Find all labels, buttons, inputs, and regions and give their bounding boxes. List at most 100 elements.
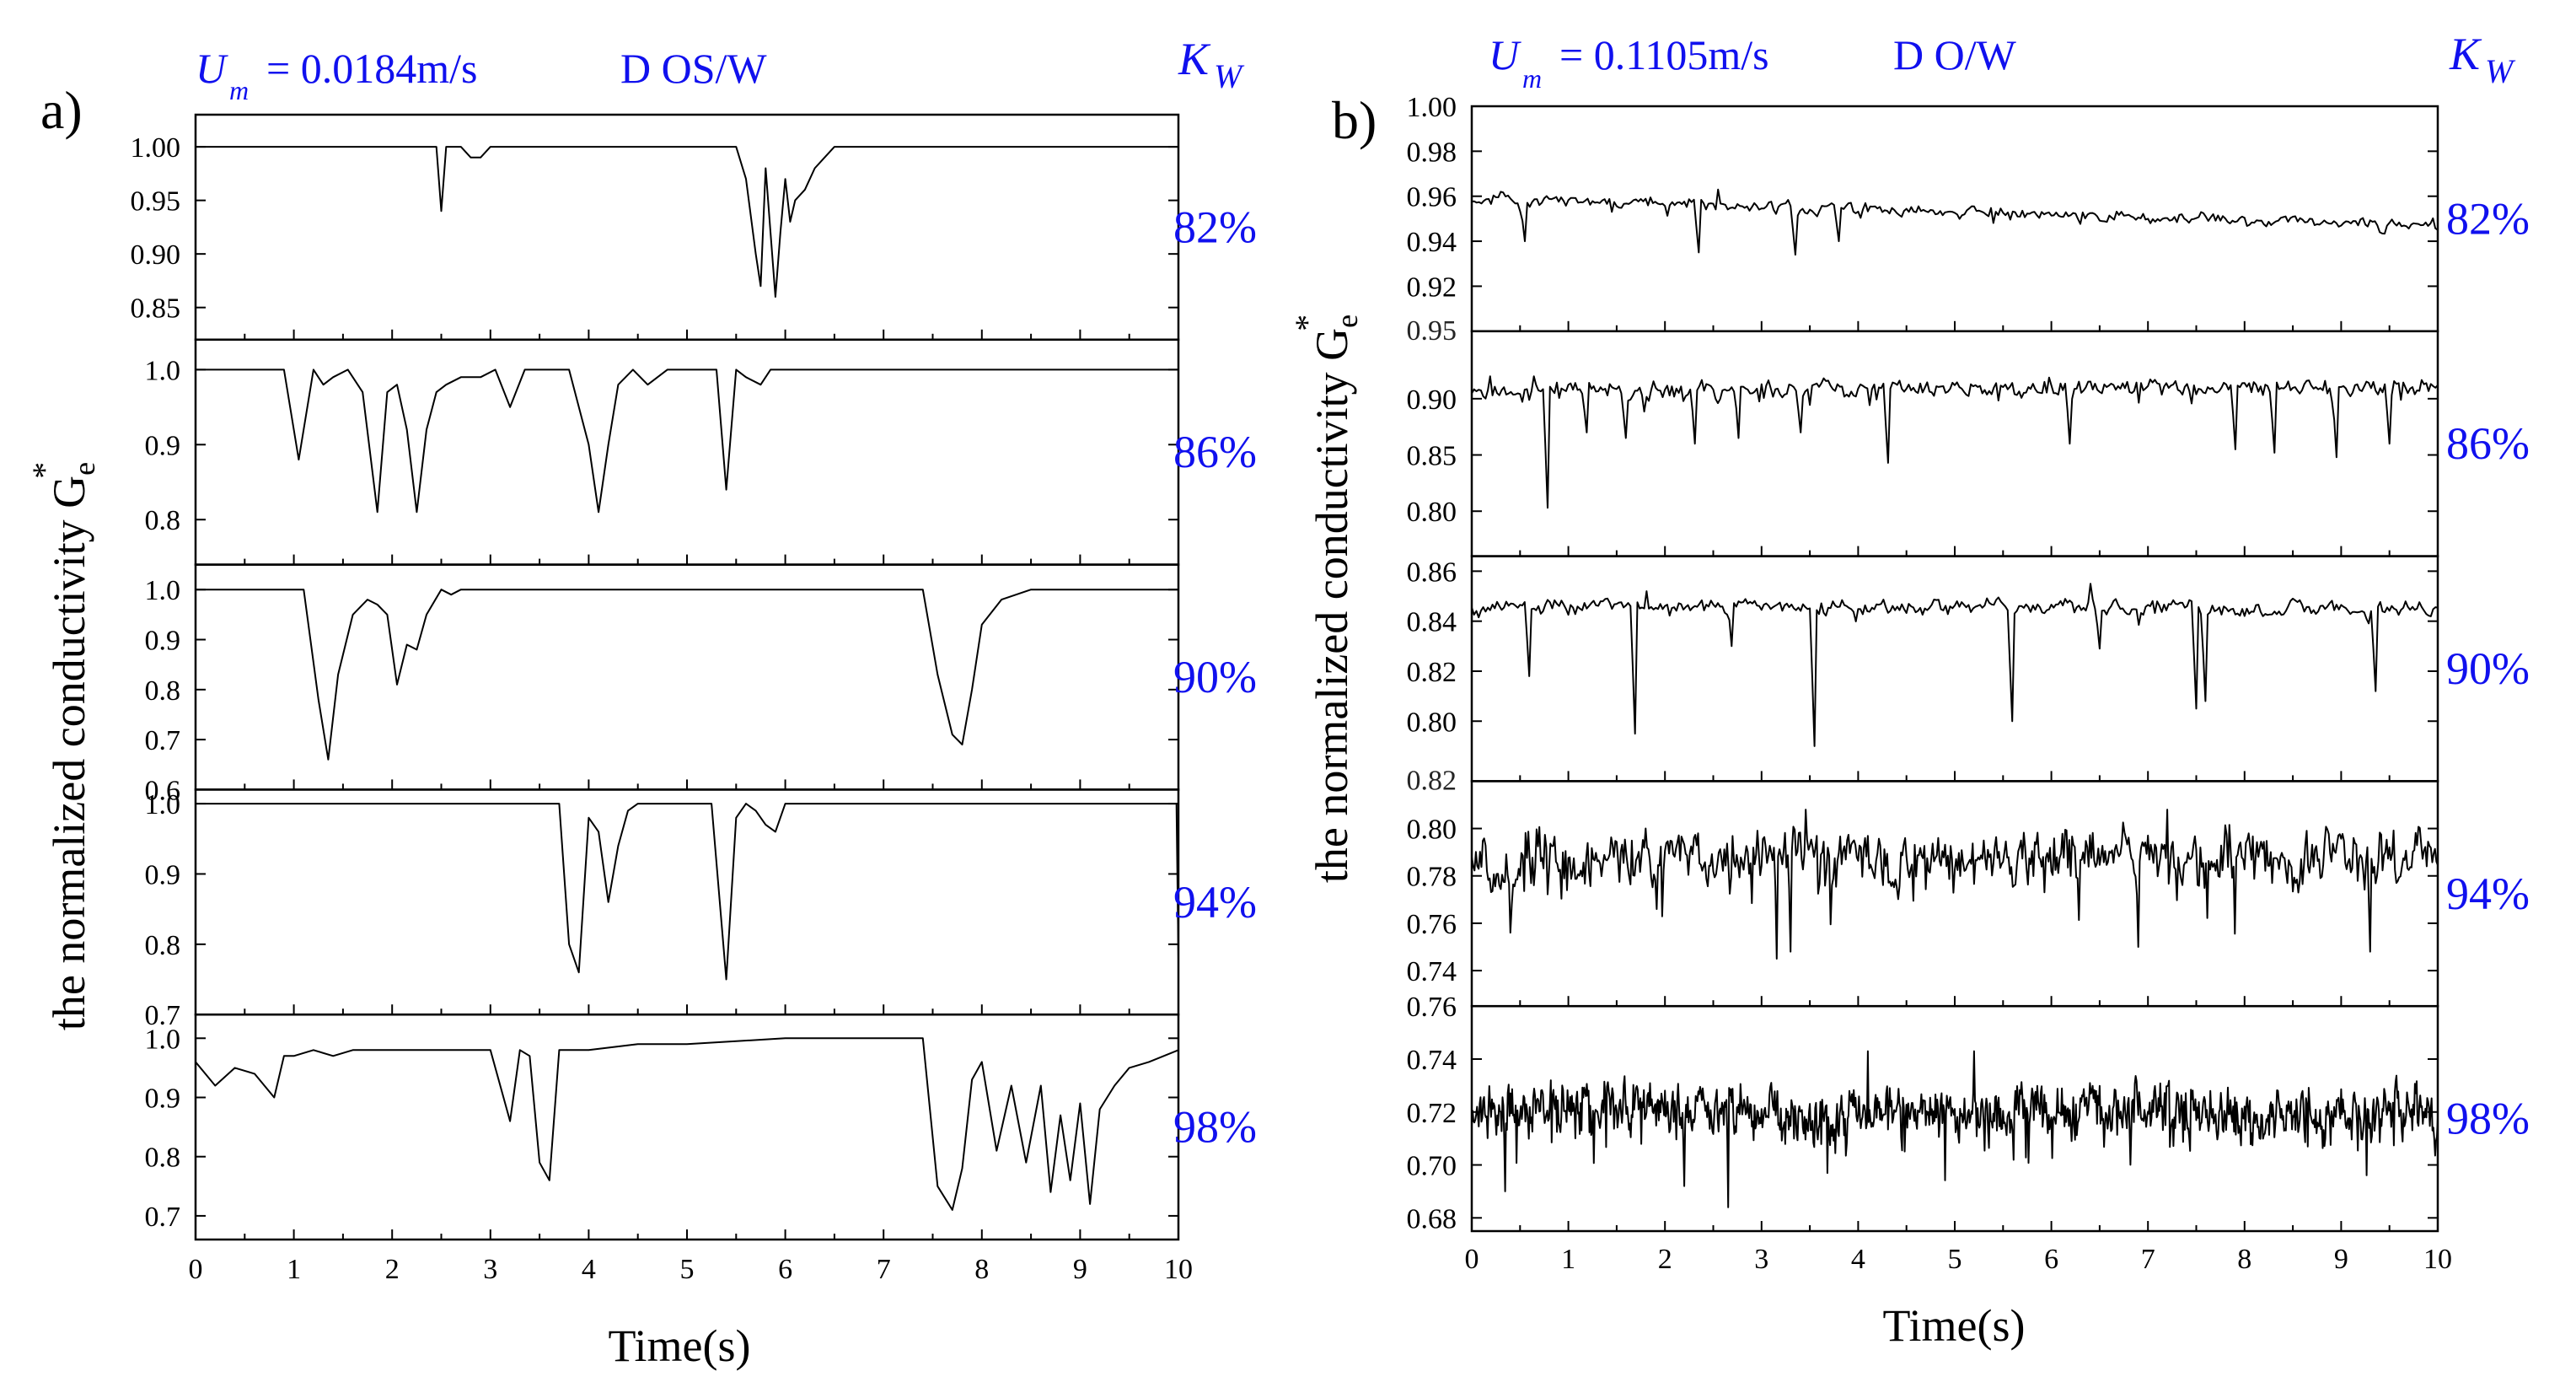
panel-b-xtick-label: 6 <box>2044 1244 2058 1275</box>
panel-a-y-axis-title-main: the normalized conductivity G <box>44 476 94 1030</box>
panel-a-kw-label-1: 82% <box>1173 202 1257 252</box>
panel-a-subplot-5-ytick-label: 0.7 <box>145 1202 181 1233</box>
panel-a-subplot-2-ytick-label: 0.9 <box>145 430 181 461</box>
panel-a-subplot-3-ytick-label: 0.9 <box>145 626 181 657</box>
panel-b-series-kw-98% <box>1472 1050 2438 1208</box>
panel-b: b) U m = 0.1105m/s D O/W K W 0.920.940.9… <box>1288 29 2530 1351</box>
panel-a: a) U m = 0.0184m/s D OS/W K W 0.850.900.… <box>25 34 1257 1371</box>
panel-b-subplot-3-ytick-label: 0.84 <box>1407 607 1457 638</box>
panel-b-xtick-label: 5 <box>1948 1244 1962 1275</box>
panel-b-x-axis-title: Time(s) <box>1882 1300 2025 1351</box>
panel-b-subplot-2-ytick-label: 0.85 <box>1407 441 1457 472</box>
panel-b-subplot-2-ytick-label-overlap: 0.95 <box>1407 315 1457 347</box>
panel-a-subplot-1-ytick-label: 0.90 <box>131 239 181 271</box>
panel-b-regime: D O/W <box>1893 31 2017 78</box>
panel-b-subplot-5-ytick-label: 0.70 <box>1407 1151 1457 1182</box>
panel-b-subplot-1-ytick-label: 0.94 <box>1407 227 1457 258</box>
panel-a-um-subscript: m <box>229 75 249 105</box>
panel-a-subplot-5: 0.7 0.8 0.9 1.0 98% <box>145 1013 1257 1241</box>
panel-b-um-symbol: U <box>1489 31 1521 78</box>
panel-a-kw-label-5: 98% <box>1173 1102 1257 1153</box>
panel-b-subplot-5-ytick-label: 0.68 <box>1407 1203 1457 1234</box>
panel-b-kw-label-2: 86% <box>2446 418 2530 469</box>
panel-a-regime: D OS/W <box>620 45 767 92</box>
panel-a-header: U m = 0.0184m/s D OS/W K W <box>196 34 1245 105</box>
panel-b-subplot-5-ytick-label: 0.76 <box>1407 992 1457 1023</box>
panel-a-x-axis-title: Time(s) <box>608 1320 750 1371</box>
panel-a-um-symbol: U <box>196 45 228 92</box>
panel-b-subplot-2-ytick-label: 0.80 <box>1407 497 1457 528</box>
panel-b-plot-area: 0.92 0.94 0.96 0.98 1.00 82% 0.80 0.85 0.90 0.95 8… <box>1407 92 2530 1275</box>
panel-a-xtick-label: 0 <box>189 1254 203 1285</box>
panel-b-xtick-label: 4 <box>1851 1244 1865 1275</box>
panel-b-kw-symbol: K <box>2449 29 2482 79</box>
panel-b-subplot-3-ytick-label: 0.82 <box>1407 657 1457 688</box>
panel-a-subplot-3-ytick-label: 0.6 <box>145 775 181 806</box>
panel-a-subplot-5-ytick-label: 0.9 <box>145 1083 181 1114</box>
panel-a-series-kw-86% <box>196 368 1178 514</box>
panel-b-xtick-label: 9 <box>2334 1244 2348 1275</box>
panel-a-subplot-5-ytick-label: 0.8 <box>145 1143 181 1174</box>
panel-b-xtick-label: 0 <box>1465 1244 1479 1275</box>
panel-a-subplot-3-ytick-label: 0.7 <box>145 725 181 756</box>
panel-a-subplot-4-ytick-label: 0.9 <box>145 859 181 890</box>
panel-a-y-axis-title-sup: * <box>25 462 63 479</box>
panel-a-xtick-label: 3 <box>483 1254 497 1285</box>
panel-a-kw-label-2: 86% <box>1173 427 1257 477</box>
panel-a-subplot-2-ytick-label: 0.8 <box>145 505 181 536</box>
panel-a-y-axis-title: the normalized conductivity Ge * <box>25 462 101 1030</box>
panel-b-subplot-4-ytick-label: 0.80 <box>1407 815 1457 846</box>
panel-b-xtick-label: 10 <box>2423 1244 2452 1275</box>
panel-a-xtick-label: 8 <box>974 1254 989 1285</box>
panel-a-kw-label-4: 94% <box>1173 877 1257 928</box>
panel-a-xtick-label: 7 <box>877 1254 891 1285</box>
panel-b-series-kw-86% <box>1472 375 2438 509</box>
panel-a-kw-label-3: 90% <box>1173 652 1257 702</box>
panel-a-xtick-label: 5 <box>680 1254 695 1285</box>
panel-a-series-kw-82% <box>196 146 1178 298</box>
panel-b-um-value: = 0.1105m/s <box>1559 31 1769 78</box>
panel-a-series-kw-90% <box>196 589 1178 761</box>
panel-a-subplot-4-ytick-label: 1.0 <box>145 789 181 820</box>
panel-b-subplot-2-ytick-label: 0.90 <box>1407 385 1457 416</box>
panel-b-subplot-4-ytick-label: 0.76 <box>1407 909 1457 940</box>
panel-a-xtick-label: 9 <box>1073 1254 1087 1285</box>
panel-b-kw-label-4: 94% <box>2446 869 2530 919</box>
panel-b-xtick-label: 7 <box>2141 1244 2155 1275</box>
panel-b-header: U m = 0.1105m/s D O/W K W <box>1489 29 2516 94</box>
panel-b-y-axis-title-main: the normalized conductivity G <box>1307 328 1357 883</box>
panel-b-xtick-label: 2 <box>1658 1244 1672 1275</box>
panel-a-series-kw-98% <box>196 1037 1178 1211</box>
svg-text:the normalized conductivity Ge: the normalized conductivity Ge * <box>25 462 101 1030</box>
panel-b-xtick-label: 3 <box>1754 1244 1768 1275</box>
panel-b-kw-label-5: 98% <box>2446 1094 2530 1144</box>
panel-b-subplot-5-ytick-label: 0.74 <box>1407 1045 1457 1076</box>
panel-b-subplot-4-ytick-label: 0.78 <box>1407 862 1457 893</box>
panel-a-subplot-1-ytick-label: 1.00 <box>131 132 181 164</box>
panel-a-xtick-label: 4 <box>582 1254 596 1285</box>
panel-b-um-subscript: m <box>1522 63 1542 94</box>
panel-b-xtick-label: 1 <box>1561 1244 1575 1275</box>
panel-a-xtick-label: 2 <box>385 1254 400 1285</box>
panel-a-kw-subscript: W <box>1214 57 1245 95</box>
panel-a-xtick-label: 6 <box>778 1254 792 1285</box>
panel-a-subplot-3-ytick-label: 0.8 <box>145 675 181 707</box>
panel-b-subplot-1-ytick-label: 0.98 <box>1407 137 1457 168</box>
panel-b-label: b) <box>1332 90 1377 150</box>
panel-b-series-kw-82% <box>1472 188 2438 256</box>
panel-b-xtick-label: 8 <box>2237 1244 2251 1275</box>
panel-b-kw-label-1: 82% <box>2446 193 2530 244</box>
panel-b-subplot-1-ytick-label: 1.00 <box>1407 92 1457 123</box>
panel-a-plot-area: 0.850.900.951.0082%0.80.91.086%0.60.70.8… <box>131 113 1257 1285</box>
panel-a-xtick-label: 10 <box>1164 1254 1193 1285</box>
panel-b-subplot-3: 0.80 0.82 0.84 0.86 90% <box>1407 555 2530 783</box>
svg-text:the normalized conductivity Ge: the normalized conductivity Ge * <box>1288 315 1364 883</box>
panel-b-y-axis-title-sup: * <box>1288 315 1326 331</box>
panel-b-series-kw-94% <box>1472 809 2438 960</box>
panel-b-subplot-1: 0.92 0.94 0.96 0.98 1.00 82% <box>1407 92 2530 333</box>
panel-b-subplot-1-ytick-label: 0.96 <box>1407 182 1457 213</box>
panel-a-y-axis-title-sub: e <box>67 462 101 476</box>
panel-b-subplot-3-ytick-label: 0.86 <box>1407 557 1457 588</box>
panel-a-subplot-1-ytick-label: 0.95 <box>131 186 181 218</box>
